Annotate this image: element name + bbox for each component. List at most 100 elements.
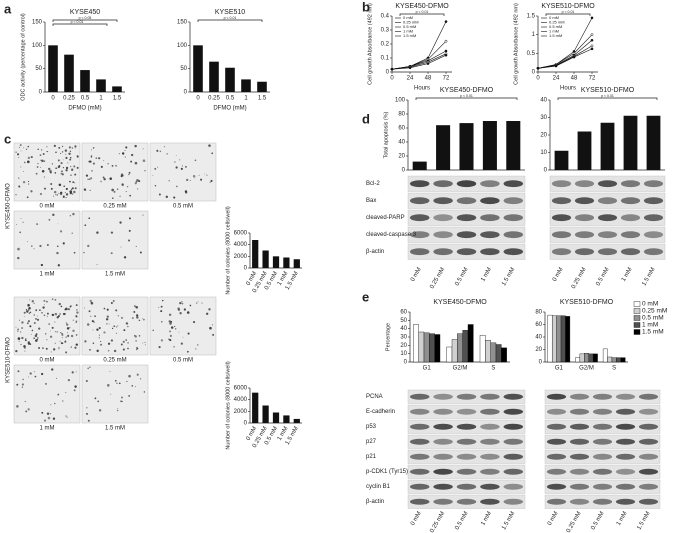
bar	[551, 315, 557, 363]
colony	[22, 321, 24, 323]
data-point	[426, 62, 430, 65]
colony	[106, 315, 109, 318]
y-tick-label: 50	[180, 66, 187, 72]
blot-band	[574, 248, 595, 256]
x-tick-label: 1.5	[113, 96, 122, 102]
colony	[62, 242, 65, 245]
colony	[138, 319, 141, 322]
significance-bracket	[415, 97, 518, 100]
colony	[26, 322, 29, 325]
colony	[92, 162, 95, 165]
bar	[467, 324, 474, 363]
blot-band	[597, 231, 618, 239]
colony	[49, 335, 53, 338]
colony	[75, 304, 78, 307]
colony	[18, 146, 20, 148]
colony	[142, 148, 144, 150]
colony	[175, 155, 177, 156]
colony	[96, 349, 99, 353]
significance-label: p < 0.01	[224, 16, 237, 20]
colony	[37, 337, 39, 339]
blot-band	[620, 197, 641, 205]
significance-label: p < 0.01	[460, 94, 473, 98]
x-tick-label: 0	[390, 76, 394, 82]
colony	[124, 156, 126, 158]
colony	[16, 405, 19, 408]
colony	[40, 263, 44, 267]
blot-band	[638, 393, 659, 400]
colony	[34, 334, 38, 338]
colony	[136, 316, 139, 319]
colony	[156, 149, 159, 152]
bar	[252, 392, 259, 423]
colony	[37, 315, 39, 317]
lane-label: 1 mM	[480, 267, 493, 283]
colony	[117, 315, 119, 317]
colony	[54, 342, 56, 344]
colony	[43, 176, 45, 178]
colony	[84, 340, 87, 343]
colony	[73, 251, 76, 254]
colony	[54, 312, 58, 316]
colony	[23, 147, 25, 149]
protein-label: E-cadherin	[366, 409, 395, 415]
blot-band	[592, 453, 613, 460]
y-tick-label: 40	[535, 335, 542, 341]
bar	[547, 314, 553, 363]
bar	[225, 67, 235, 92]
colony	[60, 342, 63, 345]
colony	[106, 323, 108, 325]
blot-band	[433, 231, 453, 239]
protein-label: β-actin	[366, 249, 384, 255]
colony	[73, 190, 76, 194]
colony	[94, 397, 97, 400]
colony	[93, 321, 95, 323]
y-tick-label: 60	[535, 322, 542, 328]
colony	[120, 246, 122, 248]
colony	[57, 159, 60, 162]
colony	[68, 146, 71, 149]
colony	[40, 372, 44, 376]
colony	[17, 256, 20, 260]
blot-band	[574, 231, 595, 239]
colony	[136, 178, 139, 182]
blot-band	[503, 438, 524, 445]
y-tick-label: 100	[395, 98, 406, 104]
bar	[413, 324, 419, 363]
colony	[53, 190, 57, 194]
colony	[198, 174, 200, 176]
colony	[144, 170, 146, 172]
colony	[30, 156, 33, 159]
colony	[60, 162, 63, 165]
colony	[139, 251, 142, 254]
y-tick-label: 60	[400, 310, 407, 316]
colony	[27, 180, 30, 183]
colony	[68, 152, 71, 155]
lane-label: 0.25 mM	[429, 267, 446, 290]
blot-band	[480, 180, 500, 188]
colony	[122, 340, 125, 343]
series-line	[391, 54, 447, 70]
colony	[25, 309, 28, 311]
blot-band	[615, 393, 636, 400]
colony	[169, 334, 172, 337]
colony	[53, 144, 56, 147]
colony	[174, 161, 176, 163]
colony	[74, 187, 77, 190]
x-tick-label: 0.25	[208, 96, 220, 102]
lane-label: 0.25 mM	[571, 267, 588, 290]
x-tick-label: G1	[555, 366, 564, 372]
protein-label: p53	[366, 424, 377, 430]
blot-band	[597, 248, 618, 256]
lane-label: 1.5 mM	[501, 511, 516, 531]
colony	[90, 301, 94, 305]
colony	[62, 312, 66, 316]
y-axis-label: Total apoptosis (%)	[383, 111, 389, 158]
colony	[143, 391, 146, 393]
colony	[71, 168, 74, 171]
lane-label: 1 mM	[616, 511, 629, 527]
blot-band	[615, 483, 636, 490]
blot-band	[569, 393, 590, 400]
colony	[21, 327, 23, 329]
colony	[179, 159, 181, 161]
